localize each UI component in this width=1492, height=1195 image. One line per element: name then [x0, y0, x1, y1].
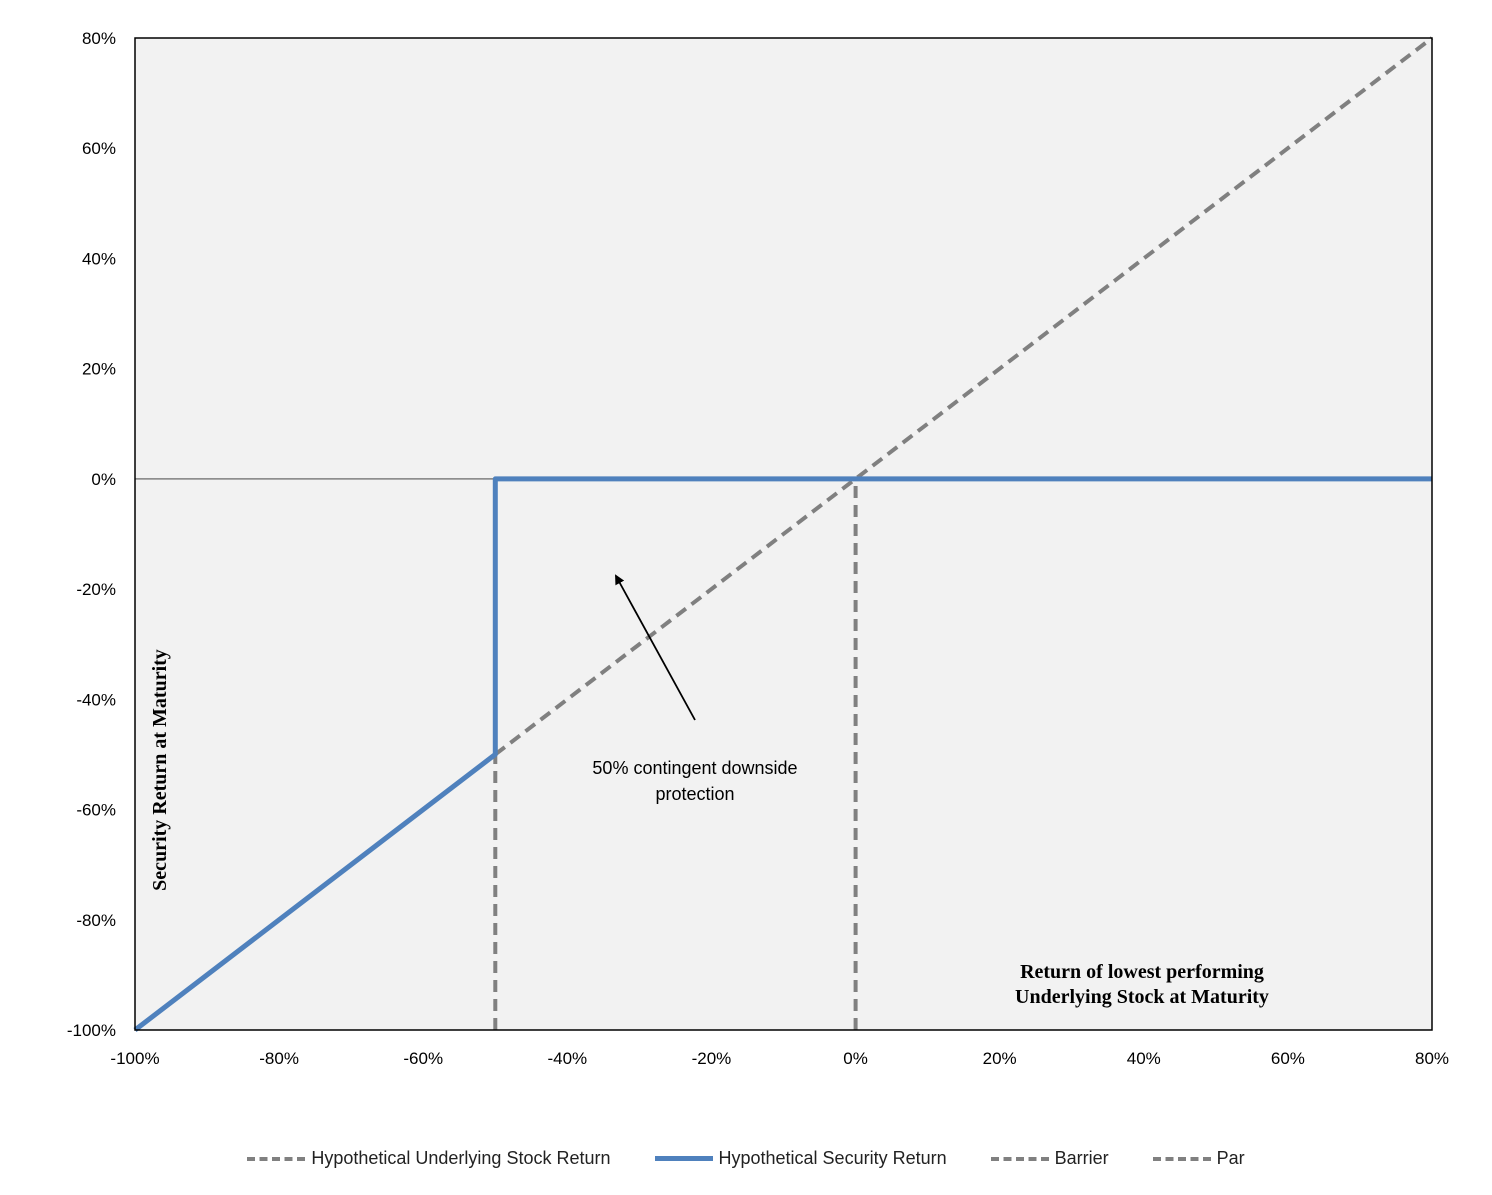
legend-swatch [247, 1156, 306, 1161]
annotation-text: protection [655, 784, 734, 804]
y-tick-label: -40% [76, 690, 116, 709]
series-line-hypothetical-security-return [133, 476, 1432, 1032]
x-axis-title-line: Return of lowest performing [1020, 961, 1264, 983]
x-axis-title-line: Underlying Stock at Maturity [1015, 986, 1269, 1008]
x-tick-label: 60% [1271, 1049, 1305, 1068]
x-tick-label: 20% [983, 1049, 1017, 1068]
y-axis-title: Security Return at Maturity [149, 649, 171, 891]
y-tick-label: -20% [76, 580, 116, 599]
y-tick-label: 60% [82, 139, 116, 158]
legend-item-hypothetical-underlying-stock-return: Hypothetical Underlying Stock Return [247, 1148, 611, 1169]
x-axis-title: Return of lowest performing Underlying St… [1015, 961, 1269, 1008]
y-tick-label: 40% [82, 249, 116, 268]
legend-label: Hypothetical Underlying Stock Return [311, 1148, 611, 1168]
x-tick-label: -60% [403, 1049, 443, 1068]
legend-item-par: Par [1152, 1148, 1245, 1169]
x-axis-ticks: -100% -80% -60% -40% -20% 0% 20% 40% 60% 80% [110, 1049, 1449, 1068]
series-layer [133, 36, 1434, 1032]
x-tick-label: -100% [110, 1049, 159, 1068]
legend-swatch [990, 1156, 1049, 1161]
x-tick-label: 80% [1415, 1049, 1449, 1068]
legend-label: Barrier [1054, 1148, 1109, 1168]
x-tick-label: -80% [259, 1049, 299, 1068]
x-tick-label: -20% [692, 1049, 732, 1068]
legend-label: Par [1216, 1148, 1245, 1168]
payoff-chart: 80% 60% 40% 20% 0% -20% -40% -60% -80% -100% -100… [67, 29, 1449, 1068]
y-tick-label: 20% [82, 360, 116, 379]
annotation-text: 50% contingent downside [592, 758, 797, 778]
x-tick-label: -40% [547, 1049, 587, 1068]
legend-item-barrier: Barrier [990, 1148, 1109, 1169]
y-tick-label: -80% [76, 911, 116, 930]
annotation: 50% contingent downside protection [592, 574, 798, 804]
series-line-hypothetical-underlying-stock-return [494, 36, 1434, 756]
legend-swatch [1152, 1156, 1211, 1161]
legend-label: Hypothetical Security Return [718, 1148, 947, 1168]
legend-swatch [654, 1156, 713, 1161]
legend-item-hypothetical-security-return: Hypothetical Security Return [654, 1148, 947, 1169]
x-tick-label: 40% [1127, 1049, 1161, 1068]
y-tick-label: -100% [67, 1021, 116, 1040]
annotation-arrow [615, 574, 696, 721]
legend: Hypothetical Underlying Stock Return Hypo… [0, 1148, 1492, 1169]
y-tick-label: -60% [76, 801, 116, 820]
x-tick-label: 0% [843, 1049, 868, 1068]
y-tick-label: 80% [82, 29, 116, 48]
y-axis-ticks: 80% 60% 40% 20% 0% -20% -40% -60% -80% -100% [67, 29, 116, 1040]
y-tick-label: 0% [91, 470, 116, 489]
plot-border [134, 37, 1433, 1031]
